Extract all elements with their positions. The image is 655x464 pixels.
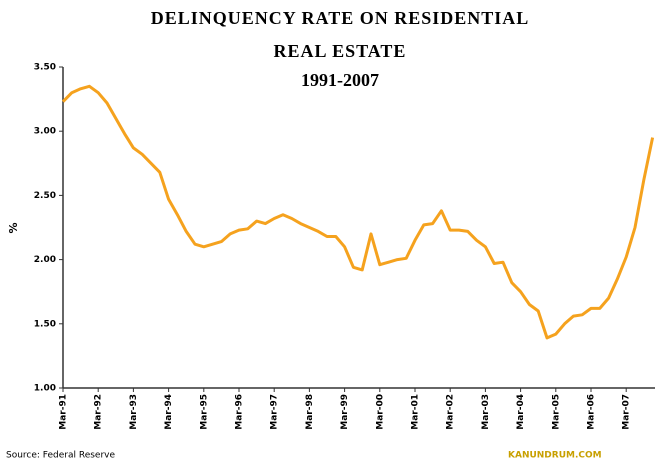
x-tick-label: Mar-06 [587,394,597,430]
x-tick-label: Mar-01 [411,394,421,430]
x-tick-label: Mar-96 [235,394,245,430]
x-tick-label: Mar-95 [199,394,209,430]
data-line [61,84,655,340]
x-tick-label: Mar-91 [59,394,69,430]
y-tick-label: 1.00 [34,384,56,394]
y-tick-label: 3.50 [34,63,56,73]
x-tick-label: Mar-04 [516,394,526,430]
credit: KANUNDRUM.COM [508,451,602,461]
y-tick-label: 3.00 [34,127,56,137]
y-tick-label: 2.50 [34,191,56,201]
x-tick-label: Mar-02 [446,394,456,430]
x-tick-label: Mar-93 [129,394,139,430]
y-axis-label: % [7,222,20,233]
x-tick-label: Mar-03 [481,394,491,430]
x-tick-label: Mar-99 [340,394,350,430]
x-tick-label: Mar-92 [94,394,104,430]
x-tick-label: Mar-98 [305,394,315,430]
chart-subtitle: 1991-2007 [301,70,379,90]
y-tick-label: 1.50 [34,319,56,329]
x-tick-label: Mar-00 [375,394,385,430]
x-tick-label: Mar-05 [551,394,561,430]
source-note: Source: Federal Reserve [6,451,115,461]
x-tick-label: Mar-07 [622,394,632,430]
x-tick-label: Mar-97 [270,394,280,430]
y-tick-label: 2.00 [34,255,56,265]
chart-title: DELINQUENCY RATE ON RESIDENTIAL REAL EST… [150,8,530,61]
x-tick-label: Mar-94 [164,394,174,430]
